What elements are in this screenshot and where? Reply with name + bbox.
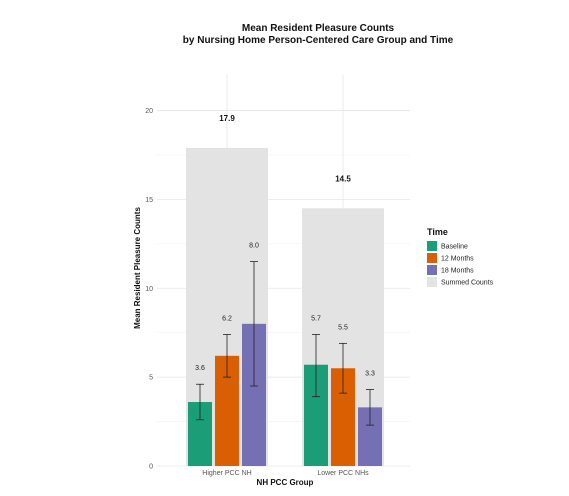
legend-label: Baseline — [441, 244, 468, 251]
bar-value-label: 5.7 — [311, 315, 321, 322]
legend-title: Time — [427, 227, 448, 237]
y-tick-label: 5 — [149, 375, 153, 382]
x-axis-title: NH PCC Group — [257, 478, 314, 487]
labels-layer: 17.9 14.5 3.6 5.7 6.2 5.5 8.0 3.3 — [195, 114, 375, 378]
legend-key — [427, 277, 437, 287]
bars-layer — [188, 261, 382, 466]
legend-label: 12 Months — [441, 256, 474, 263]
y-tick-label: 0 — [149, 464, 153, 471]
y-tick-label: 20 — [145, 108, 153, 115]
bar-value-label: 6.2 — [222, 315, 232, 322]
bar-value-label: 8.0 — [249, 243, 259, 250]
legend-label: 18 Months — [441, 268, 474, 275]
bar-value-label: 3.6 — [195, 365, 205, 372]
axis-layer: 0 5 10 15 20 Higher PCC NH Lower PCC NHs — [145, 108, 369, 477]
legend-key — [427, 253, 437, 263]
x-tick-label: Higher PCC NH — [202, 470, 251, 477]
y-tick-label: 10 — [145, 286, 153, 293]
chart-title: Mean Resident Pleasure Counts — [242, 23, 395, 34]
bar-value-label: 3.3 — [365, 371, 375, 378]
legend-key — [427, 265, 437, 275]
y-tick-label: 15 — [145, 197, 153, 204]
summed-count-label: 17.9 — [219, 114, 235, 123]
legend: Time Baseline 12 Months 18 Months Summed Co… — [427, 227, 494, 287]
bar-value-label: 5.5 — [338, 324, 348, 331]
y-axis-title: Mean Resident Pleasure Counts — [133, 207, 142, 329]
summed-count-label: 14.5 — [335, 174, 351, 183]
legend-key — [427, 241, 437, 251]
x-tick-label: Lower PCC NHs — [317, 470, 369, 477]
chart-subtitle: by Nursing Home Person-Centered Care Gro… — [183, 35, 454, 46]
legend-label: Summed Counts — [441, 280, 494, 287]
